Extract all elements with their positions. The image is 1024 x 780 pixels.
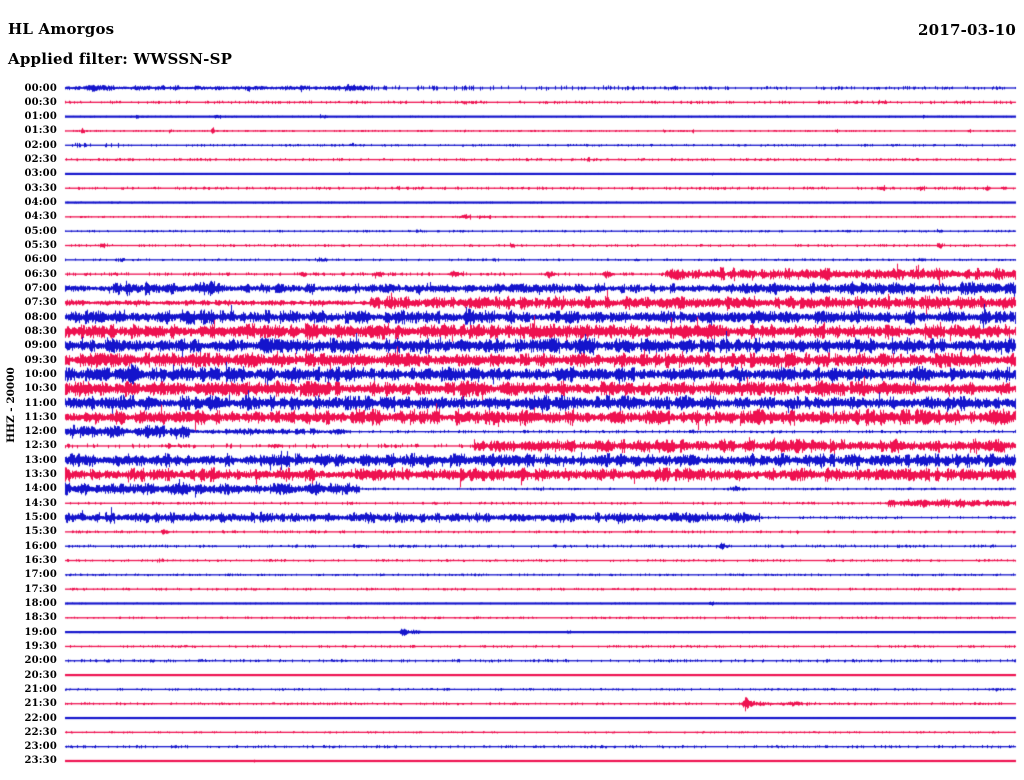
time-label-0930: 09:30 — [24, 354, 57, 366]
time-label-0100: 01:00 — [24, 111, 57, 123]
time-label-0530: 05:30 — [24, 240, 57, 251]
time-label-2000: 20:00 — [24, 655, 57, 667]
time-label-1400: 14:00 — [24, 483, 57, 495]
time-label-1000: 10:00 — [24, 368, 57, 380]
time-label-1030: 10:30 — [24, 383, 57, 395]
time-label-1730: 17:30 — [24, 583, 57, 595]
time-label-1830: 18:30 — [24, 612, 57, 624]
time-label-2030: 20:30 — [24, 669, 57, 681]
time-label-2100: 21:00 — [24, 683, 57, 695]
time-label-0600: 06:00 — [24, 254, 57, 266]
time-label-1430: 14:30 — [24, 497, 57, 509]
applied-filter-label: Applied filter: WWSSN-SP — [8, 50, 233, 68]
time-label-1330: 13:30 — [24, 469, 57, 481]
time-label-0200: 02:00 — [24, 139, 57, 151]
time-label-1930: 19:30 — [24, 640, 57, 652]
time-label-1130: 11:30 — [24, 411, 57, 423]
time-label-2300: 23:00 — [24, 741, 57, 753]
time-label-1800: 18:00 — [24, 597, 57, 609]
time-label-2230: 22:30 — [24, 726, 57, 738]
time-label-2330: 23:30 — [24, 755, 57, 767]
time-label-0330: 03:30 — [24, 182, 57, 194]
time-label-0400: 04:00 — [24, 197, 57, 209]
time-label-0300: 03:00 — [24, 168, 57, 180]
station-title: HL Amorgos — [8, 20, 115, 38]
time-label-1500: 15:00 — [24, 512, 57, 524]
time-label-0900: 09:00 — [24, 340, 57, 352]
time-label-1900: 19:00 — [24, 626, 57, 638]
time-label-0030: 00:30 — [24, 96, 57, 108]
time-label-0430: 04:30 — [24, 211, 57, 223]
time-label-0730: 07:30 — [24, 297, 57, 309]
time-label-0230: 02:30 — [24, 154, 57, 166]
time-label-0130: 01:30 — [24, 125, 57, 137]
time-label-0500: 05:00 — [24, 225, 57, 237]
time-label-0630: 06:30 — [24, 268, 57, 280]
time-axis-labels: 00:00 00:30 01:00 01:30 02:00 02:30 03:00 03:30… — [0, 0, 57, 780]
time-label-1630: 16:30 — [24, 555, 57, 567]
time-label-0000: 00:00 — [24, 82, 57, 94]
time-label-0830: 08:30 — [24, 325, 57, 337]
time-label-2200: 22:00 — [24, 712, 57, 724]
time-label-0800: 08:00 — [24, 311, 57, 323]
time-label-1200: 12:00 — [24, 426, 57, 438]
time-label-1300: 13:00 — [24, 454, 57, 466]
time-label-0700: 07:00 — [24, 282, 57, 294]
time-label-1530: 15:30 — [24, 526, 57, 538]
time-label-1600: 16:00 — [24, 540, 57, 552]
time-label-2130: 21:30 — [24, 698, 57, 710]
time-label-1230: 12:30 — [24, 440, 57, 452]
plot-date: 2017-03-10 — [918, 21, 1016, 39]
time-label-1700: 17:00 — [24, 569, 57, 581]
time-label-1100: 11:00 — [24, 397, 57, 409]
